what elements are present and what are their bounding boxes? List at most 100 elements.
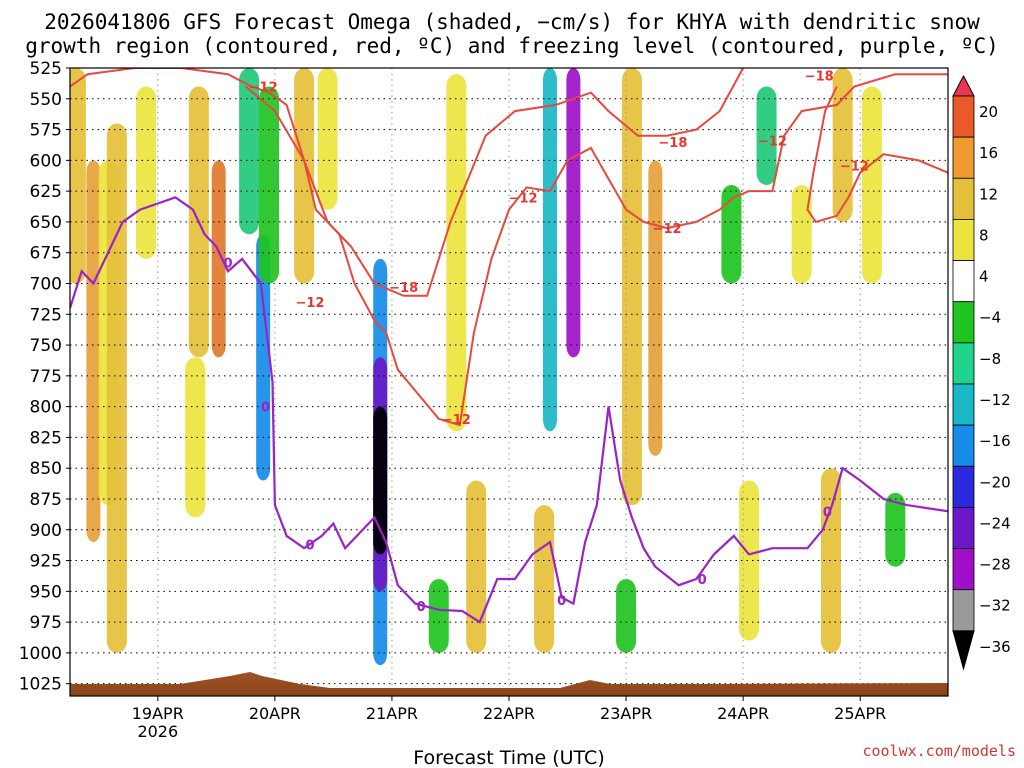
y-axis-ticks: 525 550 575 600 625 650 675 700 725 750 775 800 825 8… — [19, 59, 70, 695]
colorbar-swatch — [952, 507, 975, 549]
chart-title-line1: 2026041806 GFS Forecast Omega (shaded, −… — [44, 10, 980, 34]
colorbar-tick-label: −16 — [979, 432, 1011, 450]
colorbar-top-arrow — [952, 74, 975, 97]
freezing-level-label: 0 — [224, 257, 233, 272]
ytick-label: 950 — [30, 582, 62, 602]
dgz-contour-label: −18 — [805, 69, 834, 84]
omega-cell — [86, 160, 101, 543]
freezing-level-label: 0 — [261, 401, 270, 416]
dgz-contour-label: −12 — [758, 135, 787, 150]
ytick-label: 875 — [30, 490, 62, 510]
ytick-label: 750 — [30, 336, 62, 356]
xtick-label: 23APR — [600, 704, 652, 723]
colorbar-swatch — [952, 424, 975, 467]
dgz-contour-label: −12 — [442, 413, 471, 428]
omega-cell — [621, 68, 642, 506]
ytick-label: 650 — [30, 213, 62, 233]
dgz-contour-label: −12 — [840, 159, 869, 174]
omega-cell — [820, 468, 841, 653]
colorbar: 20 16 12 8 4 −4 −8 −12 −16 −20 −24 −28 −32 −36 — [952, 74, 1011, 671]
dgz-contour-line — [806, 86, 948, 224]
omega-cell — [738, 480, 759, 641]
omega-cell — [185, 357, 206, 518]
omega-cell — [211, 160, 226, 358]
omega-cell — [648, 160, 663, 456]
credit-text: coolwx.com/models — [862, 742, 1016, 760]
freezing-level-line — [70, 196, 948, 624]
xtick-label: 19APR — [132, 704, 184, 723]
omega-cell — [106, 123, 127, 653]
xtick-label: 25APR — [834, 704, 886, 723]
xtick-year: 2026 — [137, 722, 178, 741]
omega-cell — [256, 234, 271, 481]
ytick-label: 725 — [30, 305, 62, 325]
omega-cell — [466, 480, 487, 653]
x-axis-label: Forecast Time (UTC) — [413, 747, 604, 768]
dgz-contour-label: −18 — [389, 281, 418, 296]
colorbar-swatch — [952, 260, 975, 303]
omega-cell — [259, 86, 280, 284]
dgz-contour-label: −18 — [658, 136, 687, 151]
freezing-level-label: 0 — [557, 594, 566, 609]
colorbar-tick-label: −20 — [979, 473, 1011, 491]
ytick-label: 675 — [30, 244, 62, 264]
omega-cell — [239, 68, 260, 235]
colorbar-tick-label: −4 — [979, 309, 1001, 327]
colorbar-swatch — [952, 548, 975, 591]
colorbar-swatch — [952, 383, 975, 426]
ytick-label: 825 — [30, 428, 62, 448]
omega-cell — [832, 68, 853, 222]
dgz-contour-label: −12 — [509, 191, 538, 206]
omega-cell — [542, 68, 557, 432]
xtick-label: 21APR — [366, 704, 418, 723]
omega-cell — [136, 86, 157, 259]
colorbar-bottom-arrow — [952, 630, 975, 671]
freezing-level-label: 0 — [823, 505, 832, 520]
ytick-label: 600 — [30, 151, 62, 171]
colorbar-tick-label: −36 — [979, 638, 1011, 656]
xtick-label: 24APR — [717, 704, 769, 723]
dgz-contour-label: −12 — [653, 222, 682, 237]
ytick-label: 775 — [30, 367, 62, 387]
ytick-label: 1000 — [19, 644, 62, 664]
terrain-ground — [70, 672, 948, 696]
chart-title-line2: growth region (contoured, red, ºC) and f… — [25, 34, 999, 58]
omega-cell — [861, 86, 882, 284]
ytick-label: 1025 — [19, 675, 62, 695]
dgz-contour-label: −12 — [249, 80, 278, 95]
colorbar-tick-label: −28 — [979, 556, 1011, 574]
colorbar-tick-label: 12 — [979, 185, 998, 203]
omega-cell — [294, 68, 315, 284]
ytick-label: 800 — [30, 398, 62, 418]
xtick-label: 20APR — [249, 704, 301, 723]
colorbar-swatch — [952, 95, 975, 138]
omega-cell — [566, 68, 581, 358]
omega-cell — [428, 579, 449, 653]
dgz-contour-line — [244, 68, 744, 297]
ytick-label: 925 — [30, 552, 62, 572]
omega-cell — [70, 68, 86, 284]
colorbar-tick-label: 4 — [979, 268, 989, 286]
colorbar-swatch — [952, 219, 975, 261]
ytick-label: 575 — [30, 121, 62, 141]
colorbar-tick-label: −24 — [979, 514, 1011, 532]
colorbar-swatch — [952, 342, 975, 385]
omega-cell — [721, 184, 742, 284]
colorbar-tick-label: 8 — [979, 226, 989, 244]
colorbar-swatch — [952, 589, 975, 632]
colorbar-swatch — [952, 136, 975, 179]
colorbar-swatch — [952, 301, 975, 344]
dgz-contour-label: −12 — [295, 296, 324, 311]
colorbar-tick-label: −8 — [979, 350, 1001, 368]
xtick-label: 22APR — [483, 704, 535, 723]
colorbar-tick-label: −12 — [979, 391, 1011, 409]
ytick-label: 525 — [30, 59, 62, 79]
colorbar-swatch — [952, 465, 975, 508]
colorbar-tick-label: 16 — [979, 144, 998, 162]
ytick-label: 975 — [30, 613, 62, 633]
ytick-label: 700 — [30, 274, 62, 294]
freezing-level-label: 0 — [698, 573, 707, 588]
omega-cell — [373, 406, 388, 555]
